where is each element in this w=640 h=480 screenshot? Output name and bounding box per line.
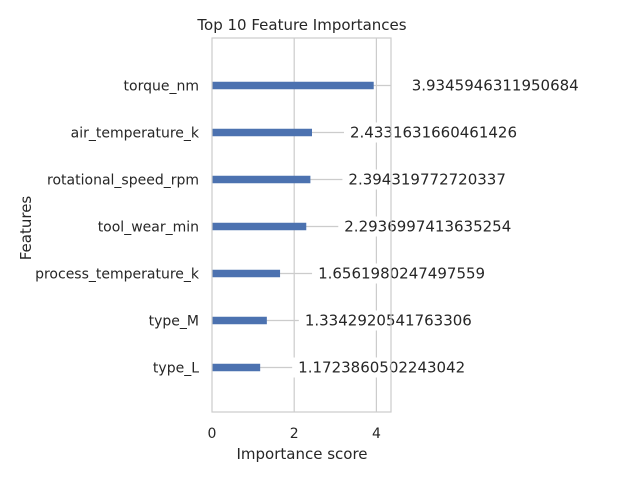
x-tick-label: 2 (290, 426, 299, 442)
value-label-background (342, 169, 512, 190)
value-label: 1.3342920541763306 (305, 312, 472, 330)
bar (212, 128, 313, 137)
x-axis-label: Importance score (236, 445, 367, 463)
bar (212, 222, 307, 231)
y-tick-label: torque_nm (124, 79, 199, 95)
y-tick-label: process_temperature_k (35, 267, 200, 283)
y-axis-label: Features (17, 196, 35, 261)
chart-title: Top 10 Feature Importances (196, 16, 406, 34)
ticks-layer: 0 2 4 torque_nm air_temperature_k rotational_… (35, 79, 381, 443)
y-tick-label: air_temperature_k (71, 126, 200, 142)
value-label: 1.1723860502243042 (298, 359, 465, 377)
value-label-background (298, 310, 478, 331)
plot-frame (211, 37, 392, 413)
value-label: 2.4331631660461426 (350, 124, 517, 142)
bars-layer (212, 81, 374, 372)
value-label-background (338, 216, 518, 237)
y-tick-label: type_L (153, 361, 199, 377)
value-label-background (405, 75, 585, 96)
value-label-background (312, 263, 492, 284)
value-label: 2.2936997413635254 (344, 218, 511, 236)
value-label: 1.6561980247497559 (318, 265, 485, 283)
value-label-background (344, 122, 524, 143)
bar (212, 175, 311, 184)
x-tick-label: 4 (372, 426, 381, 442)
y-tick-label: type_M (149, 314, 199, 330)
bar (212, 363, 261, 372)
value-label: 2.394319772720337 (348, 171, 505, 189)
bar (212, 81, 374, 90)
labels-layer: 3.9345946311950684 2.4331631660461426 2.39… (292, 75, 585, 378)
value-label: 3.9345946311950684 (412, 77, 579, 95)
y-tick-label: tool_wear_min (98, 220, 199, 236)
bar (212, 269, 281, 278)
bar (212, 316, 267, 325)
value-label-background (292, 357, 472, 378)
x-tick-label: 0 (208, 426, 217, 442)
y-tick-label: rotational_speed_rpm (47, 173, 199, 189)
